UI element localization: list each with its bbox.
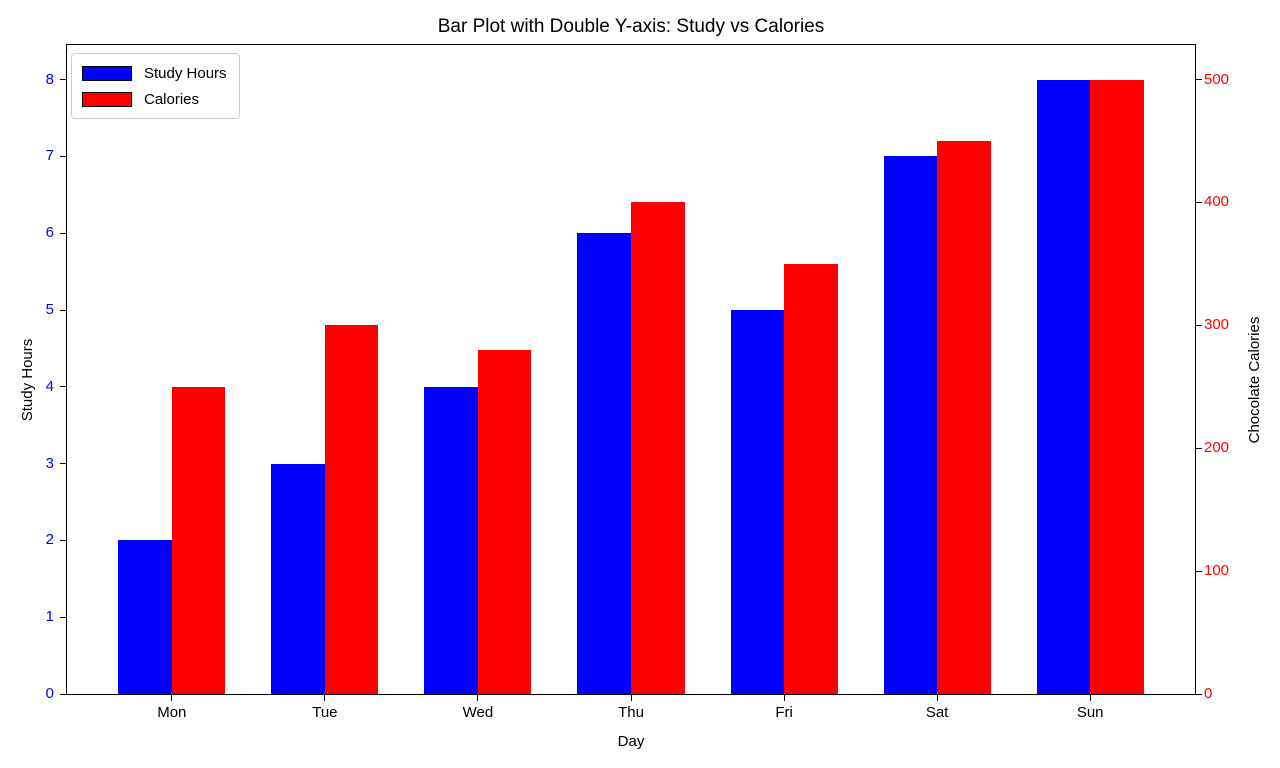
- left-y-tick-label: 3: [45, 454, 54, 472]
- plot-area: [66, 44, 1196, 695]
- x-tick-label-thu: Thu: [618, 704, 644, 721]
- bar-study-hours-sat: [883, 156, 938, 694]
- left-y-tick-label: 8: [45, 70, 54, 88]
- legend-label-calories: Calories: [144, 90, 200, 108]
- x-tick-label-sun: Sun: [1076, 704, 1104, 721]
- x-tick-label-wed: Wed: [462, 704, 494, 721]
- bar-study-hours-fri: [730, 310, 785, 694]
- bar-calories-fri: [784, 263, 838, 694]
- bar-study-hours-tue: [271, 463, 325, 694]
- right-y-tick-mark: [1196, 693, 1202, 695]
- x-tick-mark: [324, 695, 326, 701]
- left-y-tick-label: 0: [45, 685, 54, 702]
- legend-label-study-hours: Study Hours: [144, 64, 227, 82]
- x-tick-mark: [936, 695, 938, 701]
- left-y-tick-label: 6: [45, 224, 54, 242]
- left-y-tick-mark: [60, 539, 66, 541]
- left-y-tick-mark: [60, 309, 66, 311]
- legend-swatch-study-hours: [82, 65, 132, 81]
- bar-calories-wed: [477, 349, 532, 694]
- right-y-tick-mark: [1196, 447, 1202, 449]
- right-y-tick-mark: [1196, 570, 1202, 572]
- bar-calories-tue: [324, 325, 379, 694]
- right-y-tick-label: 100: [1204, 562, 1230, 580]
- legend: Study Hours Calories: [71, 53, 240, 119]
- bar-calories-sat: [937, 141, 991, 694]
- right-y-tick-mark: [1196, 201, 1202, 203]
- left-y-tick-mark: [60, 232, 66, 234]
- left-y-tick-label: 5: [45, 301, 54, 318]
- left-y-tick-mark: [60, 616, 66, 618]
- left-y-tick-mark: [60, 386, 66, 388]
- left-y-tick-label: 4: [45, 377, 54, 395]
- bar-study-hours-wed: [424, 386, 478, 694]
- x-tick-label-fri: Fri: [775, 704, 793, 721]
- left-y-tick-mark: [60, 79, 66, 81]
- right-y-tick-label: 0: [1204, 685, 1213, 702]
- x-tick-label-mon: Mon: [157, 704, 187, 721]
- x-tick-mark: [1089, 695, 1091, 701]
- left-y-tick-label: 2: [45, 531, 54, 549]
- x-tick-mark: [171, 695, 173, 701]
- left-y-tick-mark: [60, 463, 66, 465]
- right-y-tick-label: 300: [1204, 316, 1230, 334]
- x-tick-label-tue: Tue: [312, 704, 338, 721]
- left-y-tick-label: 7: [45, 147, 54, 165]
- x-tick-mark: [477, 695, 479, 701]
- bar-calories-sun: [1090, 79, 1144, 694]
- right-y-tick-label: 500: [1204, 70, 1230, 88]
- x-tick-mark: [630, 695, 632, 701]
- bar-calories-thu: [631, 202, 685, 694]
- right-y-tick-label: 200: [1204, 439, 1230, 457]
- left-y-tick-mark: [60, 693, 66, 695]
- right-y-tick-mark: [1196, 79, 1202, 81]
- x-tick-label-sat: Sat: [925, 704, 949, 721]
- bar-calories-mon: [171, 386, 226, 694]
- legend-item-study-hours: Study Hours: [82, 62, 227, 84]
- x-axis-label: Day: [617, 733, 645, 750]
- right-y-tick-mark: [1196, 324, 1202, 326]
- legend-item-calories: Calories: [82, 88, 227, 110]
- x-tick-mark: [783, 695, 785, 701]
- right-y-axis-label: Chocolate Calories: [1246, 316, 1263, 444]
- bar-study-hours-thu: [577, 233, 631, 694]
- bar-study-hours-sun: [1036, 79, 1091, 694]
- left-y-tick-mark: [60, 155, 66, 157]
- bar-study-hours-mon: [118, 540, 172, 694]
- legend-swatch-calories: [82, 91, 132, 107]
- chart-title: Bar Plot with Double Y-axis: Study vs Ca…: [437, 16, 825, 37]
- left-y-tick-label: 1: [45, 608, 54, 626]
- right-y-tick-label: 400: [1204, 193, 1230, 211]
